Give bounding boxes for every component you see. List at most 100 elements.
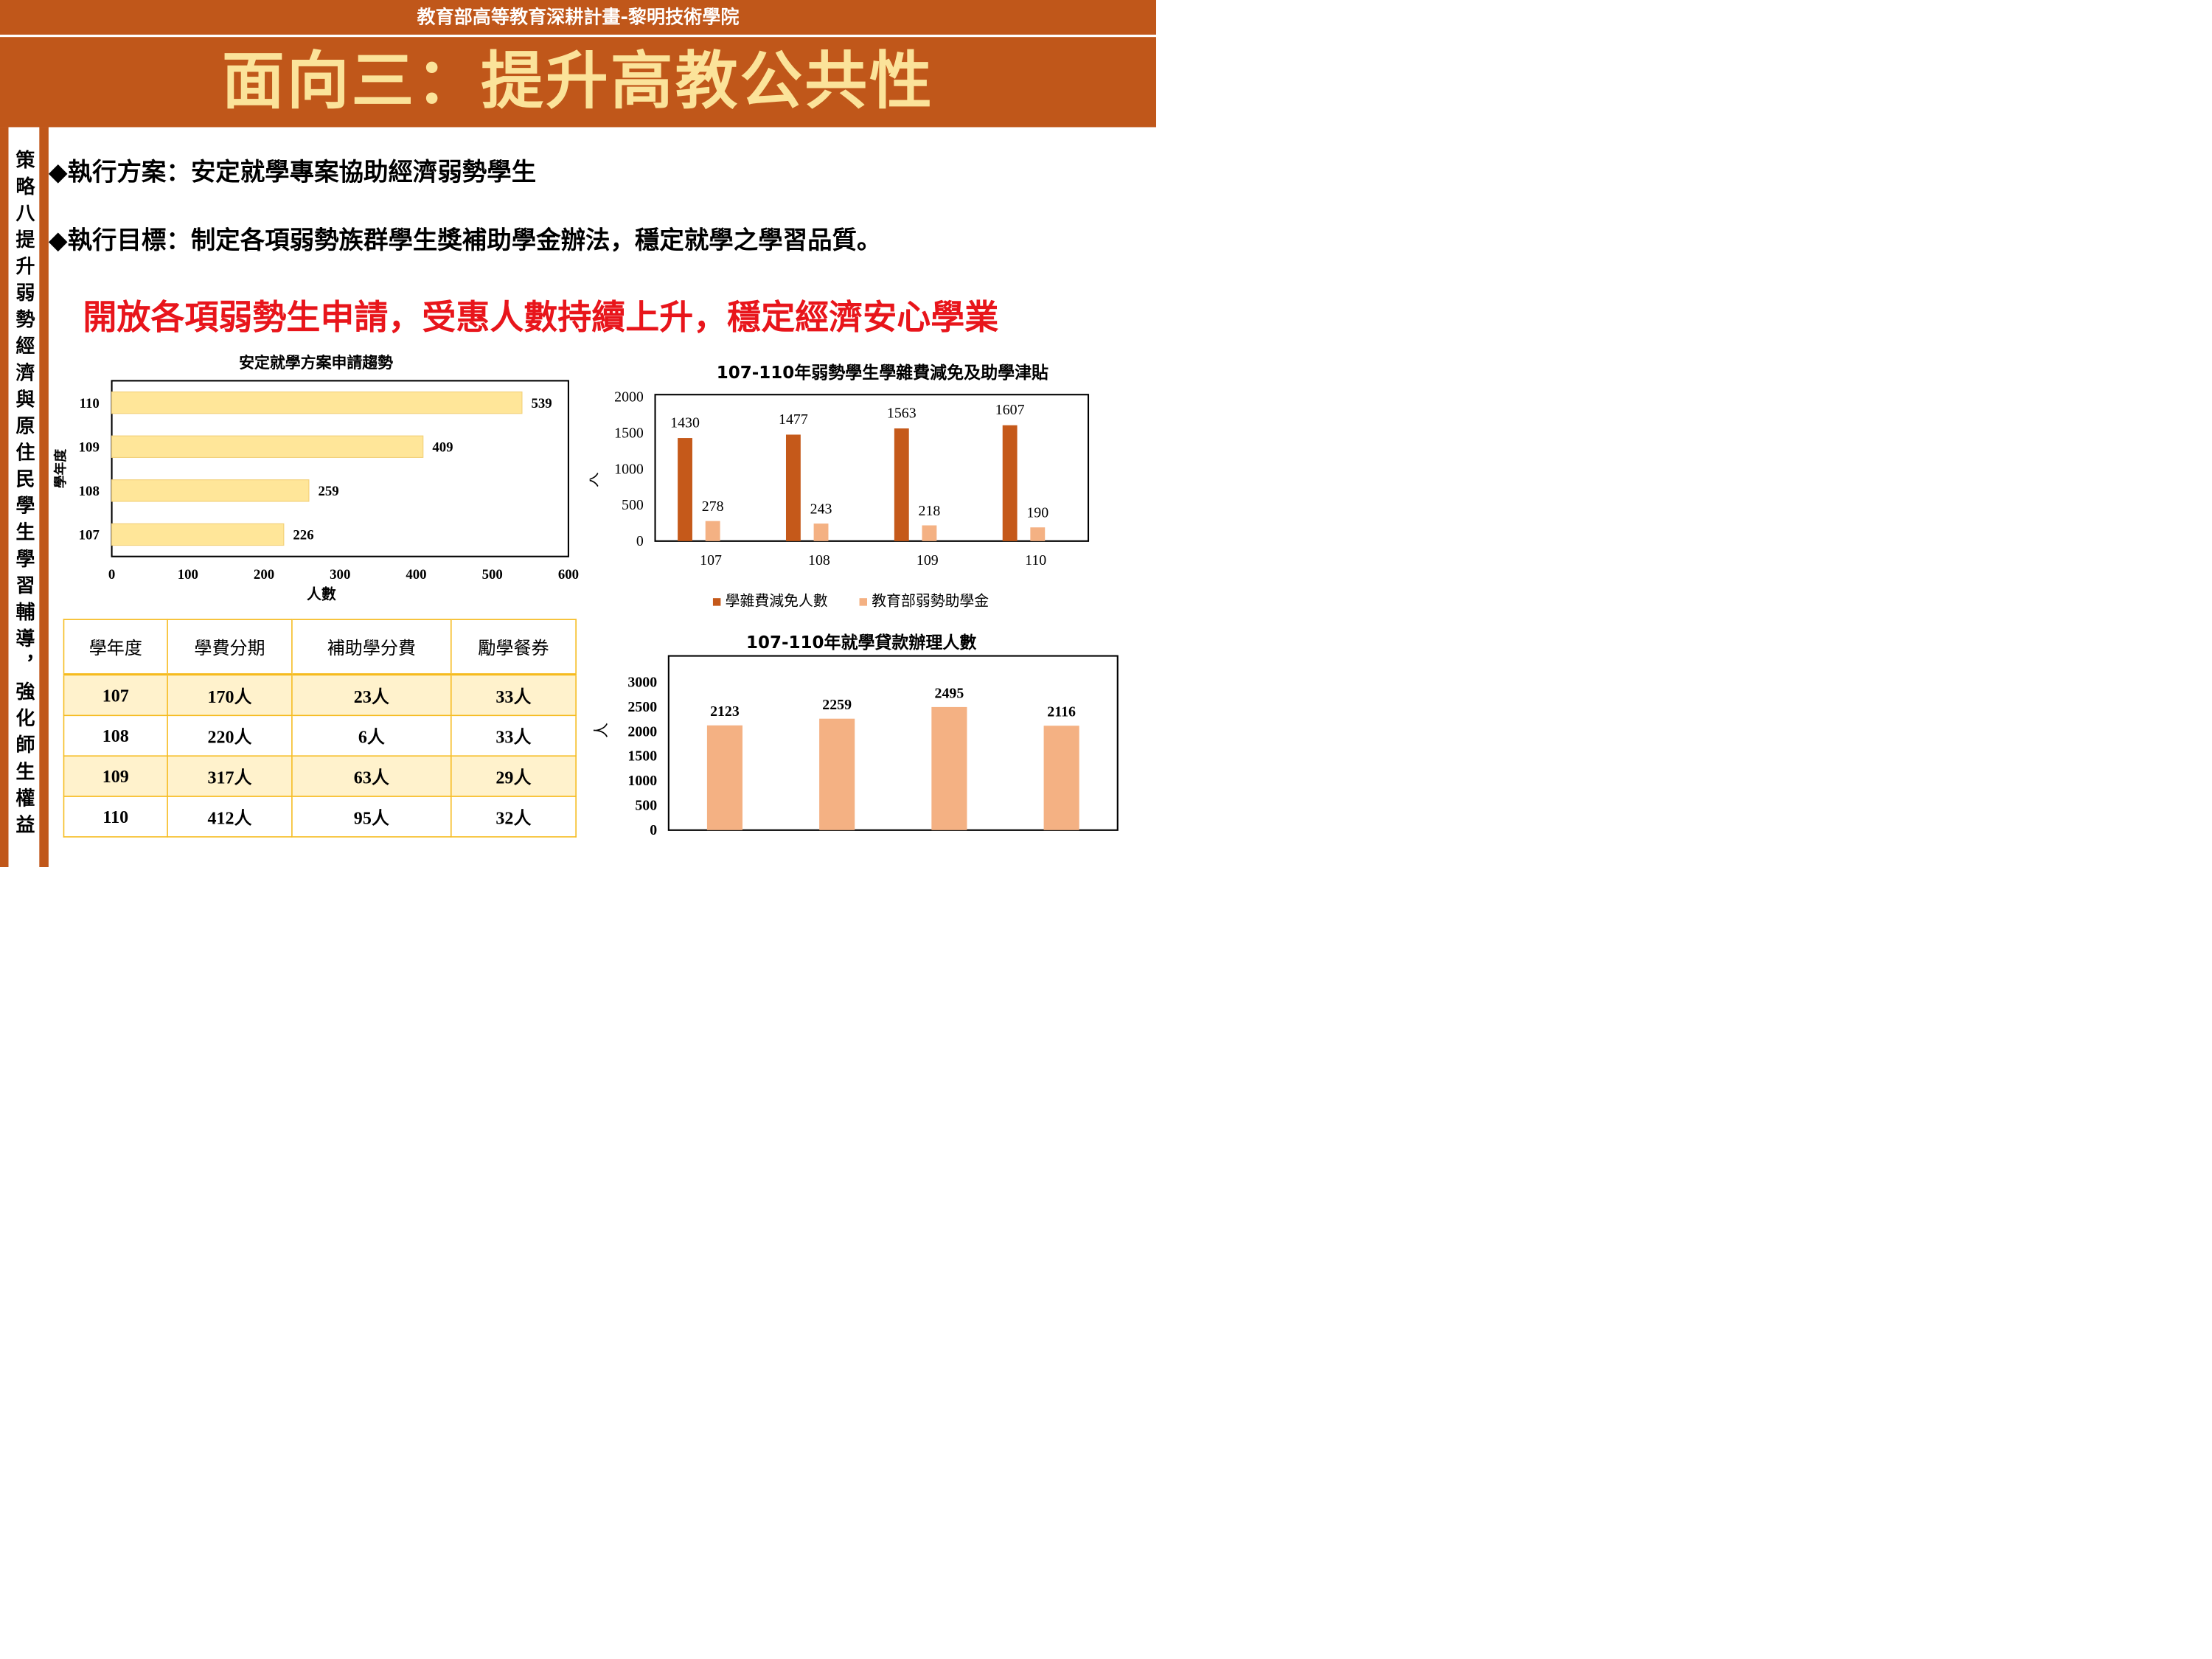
x-tick-label: 400 — [406, 567, 426, 582]
table-cell: 220人 — [167, 714, 293, 757]
bar — [111, 392, 523, 414]
table-cell: 412人 — [167, 796, 293, 838]
y-tick-label: 500 — [635, 798, 657, 814]
table-cell: 6人 — [291, 714, 452, 757]
plot-frame — [667, 655, 1119, 831]
y-tick-label: 1500 — [627, 748, 657, 765]
table-cell: 33人 — [450, 714, 577, 757]
y-axis-label: 學年度 — [52, 449, 69, 489]
table-cell: 23人 — [291, 673, 452, 717]
bar — [785, 434, 801, 541]
left-stripe — [0, 127, 9, 868]
y-tick-label: 108 — [79, 484, 100, 499]
x-tick-label: 110 — [1025, 552, 1046, 568]
y-tick-label: 3000 — [627, 674, 657, 690]
x-axis-label: 人數 — [307, 586, 336, 603]
chart-title: 107-110年弱勢學生學雜費減免及助學津貼 — [717, 363, 1048, 383]
y-tick-label: 2000 — [627, 723, 657, 740]
table-cell: 317人 — [167, 755, 293, 797]
y-axis-label: 人 — [593, 723, 611, 738]
bar — [706, 725, 742, 830]
x-tick-label: 100 — [178, 567, 198, 582]
x-tick-label: 108 — [808, 552, 830, 568]
slide: 教育部高等教育深耕計畫-黎明技術學院 面向三：提升高教公共性 策略八提升弱勢經濟… — [0, 0, 1157, 868]
table-cell: 63人 — [291, 755, 452, 797]
header-divider — [0, 35, 1157, 38]
bar — [1043, 726, 1079, 830]
data-label: 1430 — [670, 414, 700, 431]
column-header: 學年度 — [63, 619, 168, 676]
data-label: 259 — [318, 484, 338, 499]
y-tick-label: 0 — [636, 533, 644, 549]
goal-bullet: ◆執行目標：制定各項弱勢族群學生獎補助學金辦法，穩定就學之學習品質。 — [48, 226, 882, 255]
org-name: 教育部高等教育深耕計畫-黎明技術學院 — [417, 6, 740, 28]
table-header-row: 學年度 學費分期 補助學分費 勵學餐券 — [63, 619, 577, 676]
data-label: 243 — [810, 501, 832, 517]
bar — [111, 479, 310, 502]
strategy-label: 策略八提升弱勢經濟與原住民學生學習輔導，強化師生權益 — [13, 149, 35, 841]
y-tick-label: 2000 — [614, 389, 644, 406]
y-tick-label: 500 — [622, 497, 644, 513]
x-tick-label: 109 — [938, 841, 960, 844]
x-tick-label: 109 — [917, 552, 939, 568]
table-row: 108 220人 6人 33人 — [63, 714, 577, 757]
tuition-waiver-chart: 107-110年弱勢學生學雜費減免及助學津貼 人 1430 278 107 1477 2… — [590, 363, 1090, 610]
column-header: 勵學餐券 — [450, 619, 577, 676]
chart-title: 107-110年就學貸款辦理人數 — [746, 633, 976, 653]
legend-label: 教育部弱勢助學金 — [872, 593, 989, 610]
bar — [111, 435, 424, 458]
table-row: 109 317人 63人 29人 — [63, 755, 577, 797]
y-tick-label: 1000 — [627, 773, 657, 789]
student-loan-chart: 107-110年就學貸款辦理人數 人 2123 107 2259 108 2495 109… — [593, 633, 1119, 844]
y-tick-label: 107 — [79, 528, 100, 543]
table-cell: 32人 — [450, 796, 577, 838]
y-tick-label: 1500 — [614, 425, 644, 441]
table-row: 110 412人 95人 32人 — [63, 796, 577, 838]
x-tick-label: 107 — [700, 552, 722, 568]
bar — [678, 438, 692, 541]
y-tick-label: 0 — [650, 822, 657, 838]
y-axis-label: 人 — [590, 472, 601, 487]
column-header: 學費分期 — [167, 619, 293, 676]
x-tick-label: 108 — [826, 841, 848, 844]
x-tick-label: 300 — [330, 567, 350, 582]
data-label: 2123 — [710, 703, 740, 720]
x-tick-label: 600 — [558, 567, 579, 582]
table-cell: 33人 — [450, 673, 577, 717]
bar — [931, 706, 967, 830]
bar — [1030, 527, 1046, 541]
data-label: 539 — [532, 396, 552, 411]
plan-bullet: ◆執行方案：安定就學專案協助經濟弱勢學生 — [48, 158, 537, 187]
bar — [813, 524, 829, 541]
bar — [705, 521, 720, 541]
data-label: 2259 — [822, 697, 852, 713]
bar — [894, 428, 909, 541]
x-tick-label: 0 — [108, 567, 115, 582]
assistance-table: 學年度 學費分期 補助學分費 勵學餐券 107 170人 23人 33人 108… — [63, 619, 577, 838]
data-label: 278 — [702, 498, 724, 515]
data-label: 2116 — [1047, 704, 1076, 720]
x-tick-label: 110 — [1051, 841, 1072, 844]
table-cell: 29人 — [450, 755, 577, 797]
data-label: 190 — [1026, 505, 1048, 521]
headline: 開放各項弱勢生申請，受惠人數持續上升，穩定經濟安心學業 — [83, 296, 999, 337]
data-label: 1563 — [887, 405, 917, 421]
page-title: 面向三：提升高教公共性 — [222, 45, 934, 118]
y-tick-label: 1000 — [614, 461, 644, 477]
data-label: 1607 — [995, 402, 1025, 418]
application-trend-chart: 安定就學方案申請趨勢 學年度 人數 539 110 409 109 259 108 226 1… — [52, 354, 579, 603]
x-tick-label: 500 — [482, 567, 503, 582]
legend-swatch — [712, 598, 721, 606]
y-tick-label: 110 — [80, 396, 100, 411]
table-cell: 109 — [63, 755, 168, 797]
chart-title: 安定就學方案申請趨勢 — [239, 354, 393, 372]
data-label: 218 — [919, 503, 941, 519]
table-cell: 107 — [63, 673, 168, 717]
sidebar-divider — [39, 127, 49, 868]
table-cell: 110 — [63, 796, 168, 838]
strategy-sidebar: 策略八提升弱勢經濟與原住民學生學習輔導，強化師生權益 — [8, 127, 40, 868]
bar — [819, 718, 855, 830]
table-cell: 95人 — [291, 796, 452, 838]
table-cell: 170人 — [167, 673, 293, 717]
table-row: 107 170人 23人 33人 — [63, 673, 577, 717]
